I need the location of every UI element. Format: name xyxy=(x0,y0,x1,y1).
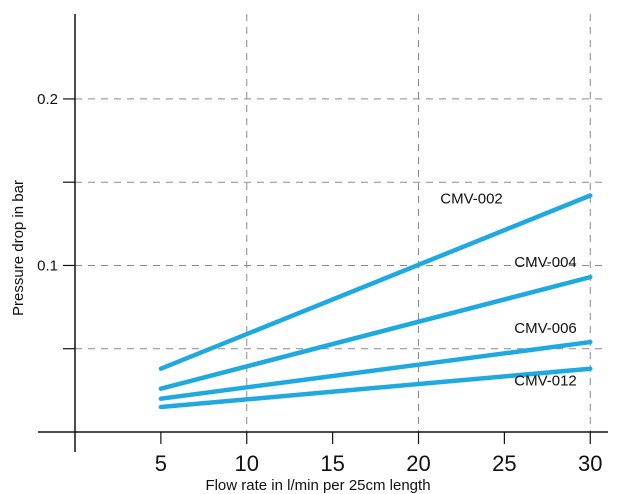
series-label-cmv-006: CMV-006 xyxy=(514,320,577,337)
grid-layer xyxy=(75,14,608,432)
x-tick-label-5: 5 xyxy=(155,451,167,476)
label-layer: CMV-002 CMV-004 CMV-006 CMV-012 xyxy=(440,191,577,390)
x-tick-label-10: 10 xyxy=(235,451,259,476)
series-layer xyxy=(158,193,593,410)
x-axis-label: Flow rate in l/min per 25cm length xyxy=(205,477,430,494)
series-line-cmv-006 xyxy=(158,339,593,401)
y-axis-label: Pressure drop in bar xyxy=(10,180,27,316)
series-label-cmv-004: CMV-004 xyxy=(514,254,577,271)
series-label-cmv-002: CMV-002 xyxy=(440,191,503,208)
x-tick-label-20: 20 xyxy=(406,451,430,476)
series-label-cmv-012: CMV-012 xyxy=(514,373,577,390)
x-tick-label-25: 25 xyxy=(492,451,516,476)
y-tick-label-0-2: 0.2 xyxy=(37,91,58,108)
series-line-cmv-004 xyxy=(158,274,593,391)
series-line-cmv-002 xyxy=(158,193,593,371)
x-tick-label-30: 30 xyxy=(578,451,602,476)
series-line-cmv-012 xyxy=(158,366,593,410)
y-tick-label-0-1: 0.1 xyxy=(37,257,58,274)
x-tick-label-15: 15 xyxy=(320,451,344,476)
axis-layer: 5 10 15 20 25 30 0.2 0.1 xyxy=(37,14,608,476)
